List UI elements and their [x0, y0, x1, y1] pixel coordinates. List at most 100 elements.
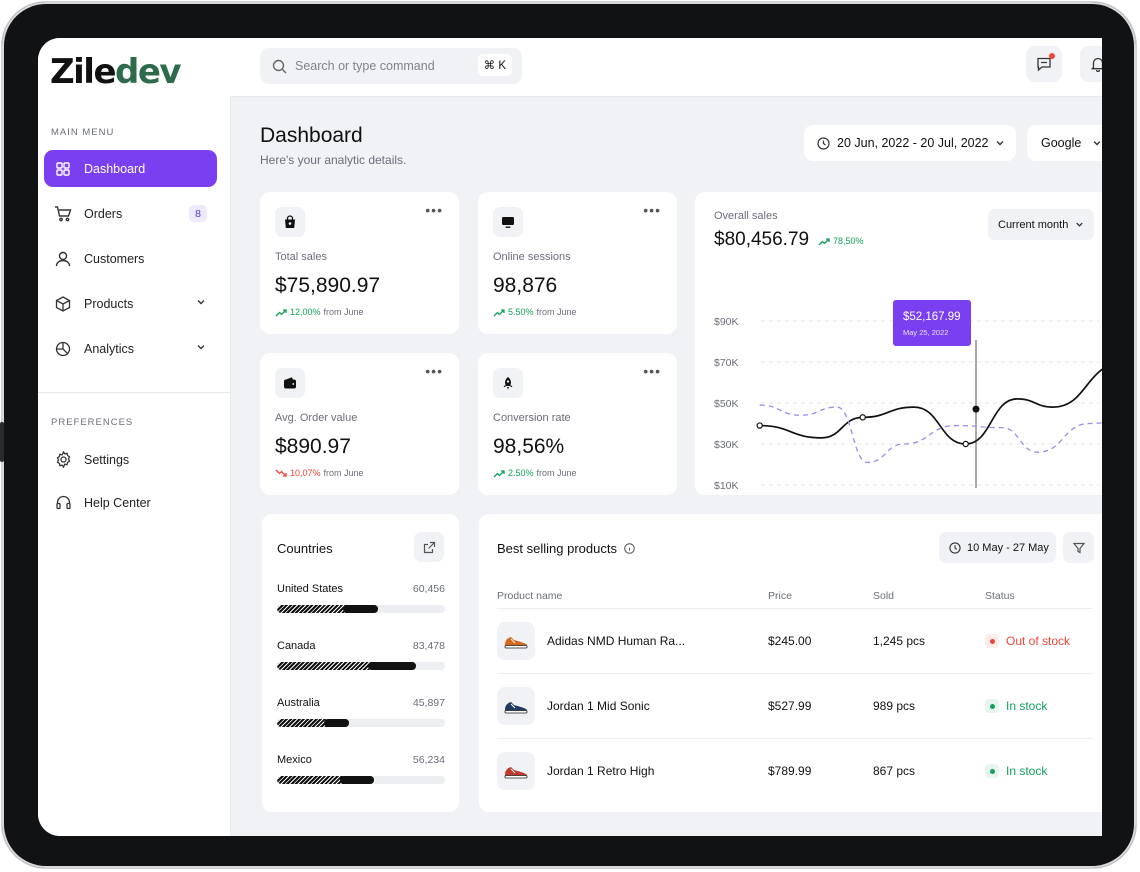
- table-row[interactable]: Jordan 1 Retro High $789.99 867 pcs In stoc…: [497, 738, 1093, 803]
- column-header-product[interactable]: Product name: [497, 590, 563, 602]
- user-icon: [54, 250, 72, 268]
- messages-button[interactable]: [1026, 46, 1062, 82]
- trend-down-icon: [275, 469, 287, 477]
- country-progress-bar: [277, 662, 445, 670]
- column-header-sold[interactable]: Sold: [873, 590, 895, 602]
- date-range-picker[interactable]: 20 Jun, 2022 - 20 Jul, 2022: [804, 125, 1016, 161]
- product-sold: 989 pcs: [873, 699, 916, 713]
- pie-chart-icon: [54, 340, 72, 358]
- sidebar-item-label: Dashboard: [84, 161, 146, 176]
- status-badge: In stock: [985, 764, 1047, 778]
- stat-card-total-sales: ••• Total sales $75,890.97 12,00% from Ju…: [260, 192, 459, 334]
- country-name: United States: [277, 583, 344, 595]
- overall-sales-value: $80,456.79: [714, 229, 810, 250]
- cart-icon: [54, 205, 72, 223]
- sidebar-item-products[interactable]: Products: [44, 285, 217, 322]
- stat-card-online-sessions: ••• Online sessions 98,876 5.50% from Jun…: [478, 192, 677, 334]
- country-name: Australia: [277, 697, 320, 709]
- country-progress-bar: [277, 719, 445, 727]
- more-options-button[interactable]: •••: [425, 202, 443, 218]
- search-input[interactable]: Search or type command ⌘ K: [260, 48, 522, 84]
- product-name[interactable]: Jordan 1 Mid Sonic: [547, 699, 650, 713]
- sidebar-item-customers[interactable]: Customers: [44, 240, 217, 277]
- country-name: Canada: [277, 640, 316, 652]
- tooltip-date: May 25, 2022: [903, 328, 949, 337]
- highlight-point[interactable]: [972, 405, 980, 413]
- notifications-button[interactable]: [1080, 46, 1102, 82]
- command-shortcut: ⌘ K: [477, 54, 512, 76]
- product-image: [497, 752, 535, 790]
- product-name[interactable]: Adidas NMD Human Ra...: [547, 634, 686, 648]
- column-header-price[interactable]: Price: [768, 590, 792, 602]
- product-sold: 867 pcs: [873, 764, 916, 778]
- sidebar-item-help-center[interactable]: Help Center: [44, 484, 217, 521]
- sidebar-item-label: Orders: [84, 206, 123, 221]
- source-select[interactable]: Google: [1027, 125, 1102, 161]
- trend-up-icon: [493, 469, 505, 477]
- product-name[interactable]: Jordan 1 Retro High: [547, 764, 655, 778]
- country-value: 60,456: [412, 583, 445, 595]
- info-icon[interactable]: [624, 543, 635, 554]
- more-options-button[interactable]: •••: [643, 202, 661, 218]
- chevron-down-icon[interactable]: [195, 341, 207, 356]
- country-value: 45,897: [412, 697, 445, 709]
- more-options-button[interactable]: •••: [643, 363, 661, 379]
- filter-button[interactable]: [1063, 532, 1094, 563]
- orders-count-badge: 8: [189, 205, 207, 222]
- country-value: 56,234: [412, 754, 445, 766]
- best-selling-card: Best selling products 10 May - 27 May Pr…: [479, 514, 1102, 812]
- stat-change: 10,07% from June: [275, 468, 364, 478]
- stat-card-avg-order-value: ••• Avg. Order value $890.97 10,07% from …: [260, 353, 459, 495]
- trend-up-icon: [275, 308, 287, 316]
- product-price: $789.99: [768, 764, 812, 778]
- series-line-sales: [759, 368, 1102, 445]
- chevron-down-icon: [1074, 219, 1085, 233]
- column-header-status[interactable]: Status: [985, 590, 1015, 602]
- period-select[interactable]: Current month: [988, 209, 1094, 240]
- wallet-icon: [275, 368, 305, 398]
- stat-label: Total sales: [275, 251, 327, 263]
- status-badge: Out of stock: [985, 634, 1070, 648]
- sidebar-item-label: Analytics: [84, 341, 135, 356]
- sidebar-item-orders[interactable]: Orders 8: [44, 195, 217, 232]
- chart-tooltip: $52,167.99 May 25, 2022: [893, 300, 971, 346]
- rocket-icon: [493, 368, 523, 398]
- product-date-range[interactable]: 10 May - 27 May: [939, 532, 1056, 563]
- product-date-value: 10 May - 27 May: [967, 541, 1049, 554]
- more-options-button[interactable]: •••: [425, 363, 443, 379]
- y-tick-label: $70K: [714, 357, 739, 369]
- overall-sales-label: Overall sales: [714, 210, 778, 222]
- stat-change: 5.50% from June: [493, 307, 577, 317]
- stat-value: $890.97: [275, 435, 351, 458]
- chevron-down-icon: [994, 137, 1006, 152]
- grid-icon: [54, 160, 72, 178]
- sidebar-divider: [38, 392, 230, 393]
- data-point[interactable]: [756, 422, 763, 429]
- period-value: Current month: [998, 218, 1069, 231]
- product-image: [497, 622, 535, 660]
- sidebar-item-settings[interactable]: Settings: [44, 441, 217, 478]
- box-icon: [54, 295, 72, 313]
- chevron-down-icon[interactable]: [195, 296, 207, 311]
- clock-icon: [817, 136, 830, 150]
- search-icon: [272, 59, 287, 74]
- filter-icon: [1072, 542, 1085, 553]
- notification-dot: [1049, 53, 1055, 59]
- stat-value: $75,890.97: [275, 274, 381, 297]
- main-menu-label: MAIN MENU: [51, 127, 115, 138]
- brand-logo[interactable]: Ziledev: [50, 52, 182, 92]
- page-title: Dashboard: [260, 124, 363, 147]
- trend-up-icon: [818, 237, 830, 245]
- table-row[interactable]: Jordan 1 Mid Sonic $527.99 989 pcs In stock: [497, 673, 1093, 738]
- external-link-button[interactable]: [414, 532, 444, 562]
- data-point[interactable]: [859, 414, 866, 421]
- product-price: $245.00: [768, 634, 812, 648]
- data-point[interactable]: [962, 440, 969, 448]
- table-row[interactable]: Adidas NMD Human Ra... $245.00 1,245 pcs Ou…: [497, 608, 1093, 673]
- status-badge: In stock: [985, 699, 1047, 713]
- sidebar-item-dashboard[interactable]: Dashboard: [44, 150, 217, 187]
- sidebar-item-analytics[interactable]: Analytics: [44, 330, 217, 367]
- overall-sales-change: 78,50%: [818, 236, 864, 246]
- country-progress-bar: [277, 605, 445, 613]
- trend-up-icon: [493, 308, 505, 316]
